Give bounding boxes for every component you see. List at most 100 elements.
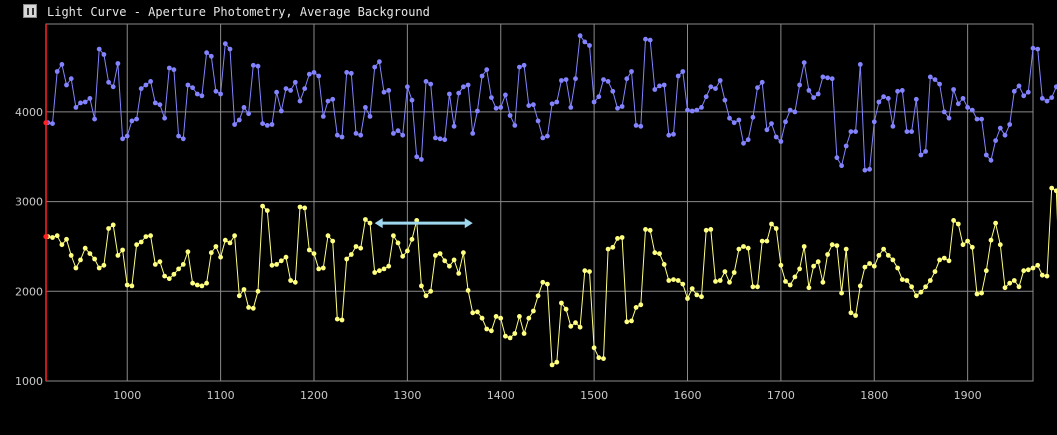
data-point [512, 331, 518, 336]
data-point [638, 302, 644, 308]
data-point [904, 129, 910, 135]
data-point [979, 290, 984, 296]
data-point [1021, 93, 1027, 99]
data-point [783, 119, 788, 125]
data-point [353, 244, 359, 249]
data-point [913, 96, 919, 102]
data-point [129, 118, 135, 124]
data-point [526, 103, 532, 108]
data-point [124, 133, 130, 139]
data-point [825, 252, 830, 257]
data-point [96, 46, 102, 52]
x-tick-label: 1900 [954, 389, 982, 402]
data-point [493, 314, 499, 319]
data-point [162, 115, 168, 121]
data-point [909, 284, 914, 290]
data-point [713, 86, 718, 91]
data-point [54, 69, 60, 74]
data-point [932, 77, 938, 82]
data-point [1025, 89, 1031, 95]
data-point [475, 108, 480, 114]
data-point [428, 288, 434, 294]
data-point [1002, 285, 1008, 291]
data-point [185, 82, 191, 88]
data-point [792, 109, 798, 115]
data-point [829, 76, 835, 82]
data-point [601, 356, 606, 361]
data-point [138, 86, 144, 91]
data-point [143, 82, 149, 88]
data-point [955, 101, 961, 107]
data-point [311, 251, 317, 256]
data-point [853, 313, 858, 318]
data-point [563, 306, 569, 312]
data-point [493, 105, 499, 111]
data-point [965, 105, 970, 110]
data-point [890, 123, 896, 129]
data-point [591, 345, 597, 351]
data-point [325, 98, 331, 104]
data-point [983, 152, 989, 158]
data-point [498, 315, 504, 321]
data-point [395, 128, 401, 134]
data-point [759, 238, 765, 244]
data-point [755, 284, 760, 290]
data-point [330, 96, 336, 102]
data-point [708, 84, 714, 90]
data-point [820, 279, 826, 285]
data-point [199, 283, 205, 289]
data-point [652, 87, 658, 92]
data-point [647, 37, 653, 43]
data-point [601, 77, 606, 82]
data-point [694, 292, 700, 298]
data-point [890, 257, 896, 263]
data-point [339, 134, 345, 140]
data-point [64, 236, 69, 242]
data-point [171, 67, 177, 73]
data-point [699, 105, 704, 110]
data-point [484, 67, 490, 73]
data-point [531, 308, 536, 314]
data-point [1044, 273, 1050, 279]
data-point [946, 258, 952, 264]
data-point [937, 257, 942, 263]
data-point [1030, 45, 1036, 51]
data-point [503, 92, 508, 98]
data-point [596, 94, 602, 100]
data-point [348, 252, 354, 257]
data-point [246, 305, 252, 310]
data-point [521, 331, 527, 336]
data-point [297, 98, 303, 104]
data-point [442, 137, 448, 143]
data-point [787, 282, 793, 288]
data-point [1039, 96, 1045, 101]
data-point [152, 262, 158, 267]
data-point [428, 81, 434, 87]
data-point [185, 249, 191, 255]
annotations [43, 24, 473, 381]
y-tick-label: 3000 [15, 196, 43, 209]
data-point [456, 271, 462, 276]
data-point [629, 69, 634, 74]
data-point [619, 104, 625, 109]
data-point [871, 119, 877, 125]
data-point [946, 115, 952, 121]
data-point [568, 105, 574, 110]
data-point [433, 253, 438, 258]
data-point [232, 233, 238, 239]
y-tick-labels: 1000 2000 3000 4000 [15, 106, 43, 388]
data-point [433, 135, 438, 141]
data-point [423, 293, 429, 299]
data-point [834, 155, 840, 161]
data-point [479, 315, 485, 321]
data-point [801, 244, 807, 249]
data-point [657, 251, 662, 256]
data-point [731, 270, 737, 275]
data-point [993, 220, 998, 226]
data-point [965, 238, 970, 244]
start-marker-dot [43, 233, 49, 240]
data-point [969, 244, 975, 250]
data-point [666, 132, 672, 138]
data-point [297, 204, 303, 210]
data-point [680, 281, 686, 287]
